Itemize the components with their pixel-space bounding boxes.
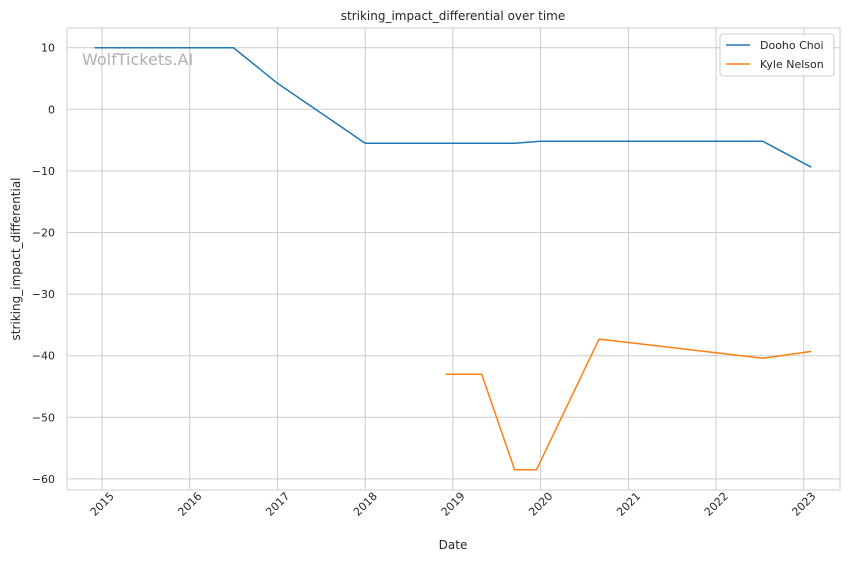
watermark: WolfTickets.AI bbox=[82, 50, 193, 69]
legend-label: Dooho Choi bbox=[760, 39, 824, 52]
y-tick-label: −50 bbox=[32, 411, 55, 424]
y-tick-label: −60 bbox=[32, 473, 55, 486]
series-layer bbox=[94, 46, 812, 471]
y-tick-label: −10 bbox=[32, 165, 55, 178]
x-axis-label: Date bbox=[439, 538, 468, 552]
series-line bbox=[445, 338, 812, 471]
legend: Dooho Choi Kyle Nelson bbox=[719, 33, 835, 77]
y-tick-label: −20 bbox=[32, 227, 55, 240]
y-tick-label: 0 bbox=[48, 103, 55, 116]
y-tick-label: −30 bbox=[32, 288, 55, 301]
series-line bbox=[94, 46, 812, 168]
plot-area: WolfTickets.AI bbox=[66, 27, 841, 491]
grid-lines bbox=[67, 28, 840, 490]
y-axis-label: striking_impact_differential bbox=[9, 177, 23, 340]
y-tick-label: 10 bbox=[41, 42, 55, 55]
chart-title: striking_impact_differential over time bbox=[341, 9, 566, 23]
plot-frame bbox=[66, 27, 841, 491]
y-tick-label: −40 bbox=[32, 350, 55, 363]
y-axis-ticks: 10 0 −10 −20 −30 −40 −50 −60 bbox=[32, 42, 55, 486]
legend-label: Kyle Nelson bbox=[760, 58, 824, 71]
